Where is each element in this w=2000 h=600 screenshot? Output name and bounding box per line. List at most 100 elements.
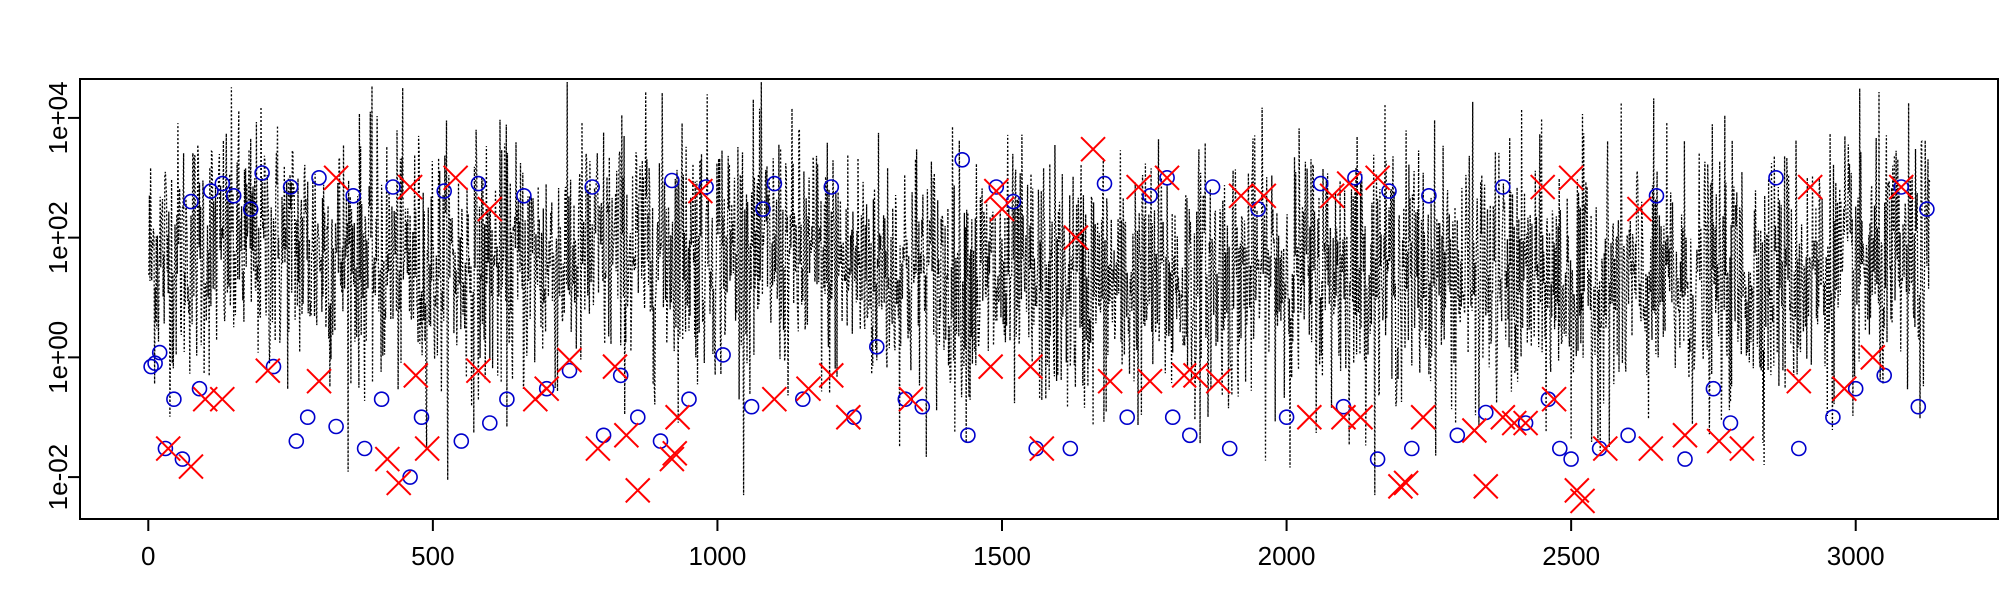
circle-point bbox=[1347, 170, 1363, 186]
x-marker-series bbox=[155, 136, 1914, 514]
x-point bbox=[1706, 428, 1732, 454]
x-point bbox=[386, 470, 412, 496]
circle-point bbox=[147, 355, 163, 372]
circle-point bbox=[1847, 380, 1864, 397]
x-point bbox=[625, 477, 651, 504]
circle-point bbox=[681, 391, 697, 408]
circle-point bbox=[1381, 183, 1397, 199]
circle-point bbox=[356, 440, 373, 457]
circle-point bbox=[1119, 409, 1135, 426]
circle-point bbox=[385, 179, 401, 195]
circle-point bbox=[174, 451, 191, 467]
x-point bbox=[1410, 404, 1436, 430]
circle-point bbox=[214, 175, 231, 192]
circle-point bbox=[345, 188, 362, 204]
circle-point bbox=[1552, 440, 1568, 457]
x-point bbox=[1063, 224, 1089, 251]
x-point bbox=[1182, 362, 1209, 389]
circle-point bbox=[954, 152, 971, 168]
circle-point bbox=[151, 344, 168, 361]
circle-point bbox=[1876, 367, 1892, 384]
circle-point bbox=[664, 172, 680, 189]
circle-point bbox=[1919, 201, 1935, 217]
circle-point bbox=[868, 338, 885, 355]
x-point bbox=[1387, 473, 1414, 500]
circle-point bbox=[166, 391, 182, 408]
circle-point bbox=[1062, 440, 1079, 457]
x-point bbox=[1558, 165, 1584, 191]
circle-point bbox=[157, 440, 174, 457]
y-tick-label: 1e+04 bbox=[43, 81, 73, 154]
circle-point bbox=[823, 179, 840, 195]
y-axis: 1e-02 1e+00 1e+02 1e+04 bbox=[43, 81, 81, 511]
circle-point bbox=[652, 433, 669, 449]
circle-point bbox=[538, 380, 555, 397]
circle-point bbox=[988, 179, 1005, 195]
circle-point bbox=[402, 469, 418, 485]
x-point bbox=[477, 196, 503, 222]
x-point bbox=[533, 375, 560, 402]
circle-point bbox=[203, 183, 219, 199]
x-point bbox=[1473, 473, 1499, 500]
x-point bbox=[1729, 435, 1755, 462]
circle-point bbox=[561, 362, 578, 379]
x-point bbox=[442, 165, 469, 191]
circle-point bbox=[282, 179, 299, 195]
circle-point bbox=[1204, 179, 1221, 195]
circle-point bbox=[715, 347, 731, 363]
x-point bbox=[414, 435, 440, 462]
x-point bbox=[1592, 435, 1618, 462]
circle-point bbox=[183, 193, 199, 210]
circle-point bbox=[1677, 451, 1693, 467]
x-point bbox=[1626, 196, 1653, 222]
x-point bbox=[687, 178, 714, 204]
x-point bbox=[898, 386, 924, 412]
circle-point bbox=[1278, 409, 1295, 426]
x-point bbox=[1638, 435, 1664, 462]
circle-point bbox=[470, 175, 487, 192]
circle-point bbox=[743, 398, 760, 415]
circle-point bbox=[499, 391, 515, 408]
y-tick-label: 1e+00 bbox=[43, 321, 73, 394]
circle-point bbox=[328, 418, 344, 435]
y-tick-label: 1e-02 bbox=[43, 444, 73, 511]
x-point bbox=[1672, 422, 1698, 448]
x-tick-label: 3000 bbox=[1827, 541, 1885, 571]
x-axis: 0 500 1000 1500 2000 2500 3000 bbox=[141, 518, 1885, 571]
x-tick-label: 0 bbox=[141, 541, 155, 571]
circle-point bbox=[1620, 427, 1636, 444]
circle-point bbox=[595, 427, 612, 444]
x-point bbox=[659, 446, 685, 472]
circle-point bbox=[1369, 451, 1386, 467]
circle-point bbox=[755, 201, 771, 217]
x-point bbox=[403, 362, 429, 389]
x-point bbox=[585, 435, 611, 462]
x-point bbox=[1171, 362, 1197, 389]
x-point bbox=[761, 386, 788, 412]
x-point bbox=[613, 422, 640, 448]
circle-point bbox=[413, 409, 430, 426]
x-point bbox=[178, 453, 204, 480]
circle-point bbox=[373, 391, 390, 408]
x-point bbox=[1336, 170, 1362, 197]
circle-point bbox=[629, 409, 646, 426]
circle-point bbox=[254, 165, 270, 181]
circle-point bbox=[584, 179, 601, 195]
x-point bbox=[556, 347, 583, 373]
circle-point bbox=[1159, 170, 1175, 186]
circle-point bbox=[299, 409, 316, 426]
x-point bbox=[1529, 174, 1556, 200]
x-point bbox=[1080, 136, 1106, 162]
x-tick-label: 1500 bbox=[973, 541, 1031, 571]
x-point bbox=[1860, 344, 1886, 371]
x-point bbox=[1786, 368, 1812, 394]
circle-point bbox=[1705, 380, 1722, 397]
circle-point bbox=[143, 358, 159, 375]
x-point bbox=[323, 165, 349, 191]
x-tick-label: 500 bbox=[411, 541, 454, 571]
circle-series bbox=[143, 152, 1935, 485]
x-point bbox=[1137, 368, 1163, 394]
x-point bbox=[835, 404, 862, 430]
circle-point bbox=[191, 380, 208, 397]
